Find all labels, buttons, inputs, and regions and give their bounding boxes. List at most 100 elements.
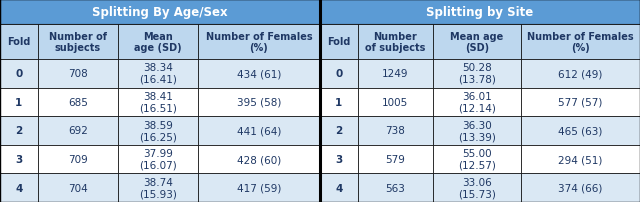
Bar	[320, 0, 640, 25]
Text: 577 (57): 577 (57)	[558, 97, 603, 107]
Text: 692: 692	[68, 126, 88, 136]
Text: 38.59
(16.25): 38.59 (16.25)	[139, 120, 177, 142]
Bar	[433, 174, 521, 202]
Bar	[358, 88, 433, 117]
Text: Number of Females
(%): Number of Females (%)	[527, 32, 634, 53]
Text: 709: 709	[68, 154, 88, 164]
Bar	[358, 25, 433, 60]
Text: 0: 0	[335, 69, 342, 79]
Bar	[320, 117, 358, 145]
Text: 563: 563	[385, 183, 405, 193]
Text: 612 (49): 612 (49)	[558, 69, 603, 79]
Text: Mean age
(SD): Mean age (SD)	[450, 32, 504, 53]
Bar	[521, 88, 640, 117]
Bar	[433, 60, 521, 88]
Bar	[38, 145, 118, 174]
Bar	[320, 174, 358, 202]
Bar	[118, 88, 198, 117]
Bar	[198, 174, 320, 202]
Text: 1005: 1005	[382, 97, 408, 107]
Bar	[358, 117, 433, 145]
Bar	[118, 60, 198, 88]
Text: 1: 1	[15, 97, 22, 107]
Bar	[198, 117, 320, 145]
Bar	[38, 117, 118, 145]
Text: 38.74
(15.93): 38.74 (15.93)	[139, 177, 177, 199]
Bar	[433, 145, 521, 174]
Bar	[433, 88, 521, 117]
Text: 55.00
(12.57): 55.00 (12.57)	[458, 148, 496, 170]
Bar	[320, 25, 358, 60]
Bar	[0, 88, 38, 117]
Bar	[521, 25, 640, 60]
Bar	[198, 145, 320, 174]
Bar	[198, 88, 320, 117]
Text: 2: 2	[15, 126, 22, 136]
Text: 465 (63): 465 (63)	[558, 126, 603, 136]
Bar	[38, 25, 118, 60]
Text: 708: 708	[68, 69, 88, 79]
Bar	[521, 60, 640, 88]
Bar	[521, 174, 640, 202]
Bar	[320, 88, 358, 117]
Text: 2: 2	[335, 126, 342, 136]
Bar	[198, 25, 320, 60]
Text: 294 (51): 294 (51)	[558, 154, 603, 164]
Bar	[320, 145, 358, 174]
Text: 4: 4	[15, 183, 22, 193]
Text: Fold: Fold	[7, 37, 31, 47]
Bar	[38, 88, 118, 117]
Bar	[433, 117, 521, 145]
Text: 441 (64): 441 (64)	[237, 126, 281, 136]
Text: 36.30
(13.39): 36.30 (13.39)	[458, 120, 496, 142]
Text: 704: 704	[68, 183, 88, 193]
Bar	[38, 174, 118, 202]
Text: Splitting by Site: Splitting by Site	[426, 6, 534, 19]
Bar	[118, 174, 198, 202]
Bar	[198, 60, 320, 88]
Bar	[358, 60, 433, 88]
Bar	[38, 60, 118, 88]
Bar	[320, 60, 358, 88]
Bar	[118, 117, 198, 145]
Text: Number of Females
(%): Number of Females (%)	[205, 32, 312, 53]
Text: 38.34
(16.41): 38.34 (16.41)	[139, 63, 177, 85]
Bar	[521, 117, 640, 145]
Text: Number
of subjects: Number of subjects	[365, 32, 426, 53]
Bar	[0, 117, 38, 145]
Text: 417 (59): 417 (59)	[237, 183, 281, 193]
Bar	[118, 145, 198, 174]
Text: 50.28
(13.78): 50.28 (13.78)	[458, 63, 496, 85]
Bar	[0, 145, 38, 174]
Text: 428 (60): 428 (60)	[237, 154, 281, 164]
Text: 3: 3	[15, 154, 22, 164]
Bar	[358, 174, 433, 202]
Text: 0: 0	[15, 69, 22, 79]
Text: 38.41
(16.51): 38.41 (16.51)	[139, 92, 177, 113]
Text: 33.06
(15.73): 33.06 (15.73)	[458, 177, 496, 199]
Text: 579: 579	[385, 154, 405, 164]
Text: 1: 1	[335, 97, 342, 107]
Bar	[0, 60, 38, 88]
Text: 685: 685	[68, 97, 88, 107]
Bar	[521, 145, 640, 174]
Text: 434 (61): 434 (61)	[237, 69, 281, 79]
Text: 4: 4	[335, 183, 342, 193]
Text: Fold: Fold	[327, 37, 351, 47]
Text: Number of
subjects: Number of subjects	[49, 32, 107, 53]
Text: 374 (66): 374 (66)	[558, 183, 603, 193]
Bar	[0, 0, 320, 25]
Text: 738: 738	[385, 126, 405, 136]
Bar	[433, 25, 521, 60]
Text: 395 (58): 395 (58)	[237, 97, 281, 107]
Text: 3: 3	[335, 154, 342, 164]
Bar	[118, 25, 198, 60]
Bar	[358, 145, 433, 174]
Bar	[0, 174, 38, 202]
Bar	[0, 25, 38, 60]
Text: 37.99
(16.07): 37.99 (16.07)	[139, 148, 177, 170]
Text: Mean
age (SD): Mean age (SD)	[134, 32, 182, 53]
Text: Splitting By Age/Sex: Splitting By Age/Sex	[92, 6, 228, 19]
Text: 36.01
(12.14): 36.01 (12.14)	[458, 92, 496, 113]
Text: 1249: 1249	[382, 69, 408, 79]
